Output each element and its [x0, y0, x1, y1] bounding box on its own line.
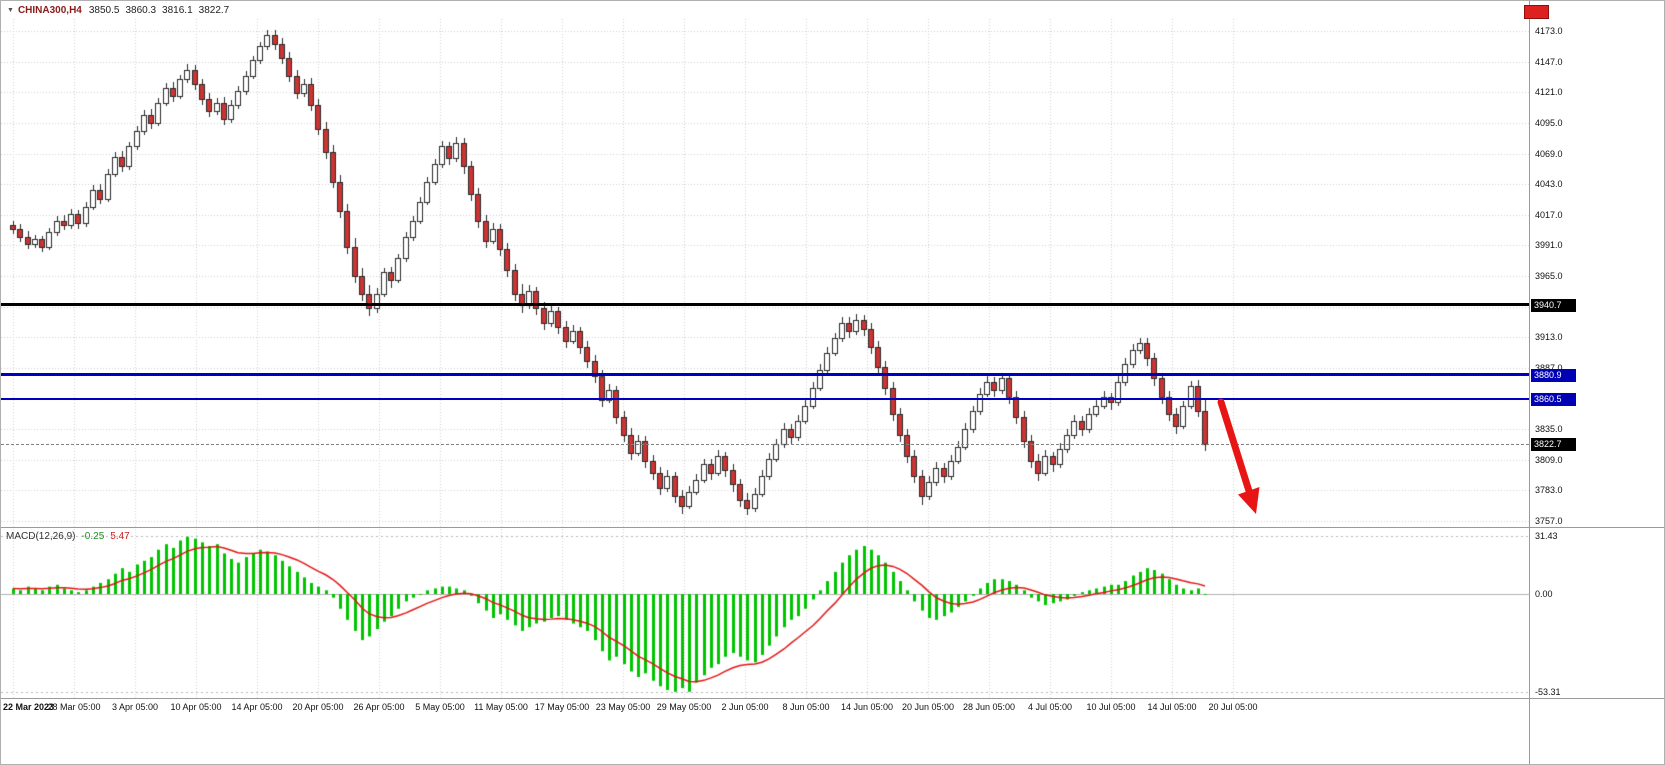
time-tick-label: 29 May 05:00	[656, 702, 712, 712]
time-tick-label: 5 May 05:00	[415, 702, 465, 712]
time-tick-label: 8 Jun 05:00	[782, 702, 830, 712]
high-value: 3860.3	[125, 5, 157, 16]
trend-arrow[interactable]	[1199, 394, 1269, 524]
top-right-red-marker	[1524, 5, 1549, 19]
macd-main-value: -0.25	[81, 531, 105, 542]
time-tick-label: 28 Jun 05:00	[962, 702, 1016, 712]
chevron-down-icon[interactable]: ▼	[7, 7, 14, 14]
macd-axis-min: -53.31	[1535, 687, 1561, 697]
horizontal-line-3940.7[interactable]	[1, 303, 1529, 306]
time-tick-label: 23 May 05:00	[595, 702, 651, 712]
trend-arrow-shaft	[1217, 398, 1253, 495]
price-tick-label: 4017.0	[1535, 210, 1563, 220]
price-tick-label: 3965.0	[1535, 271, 1563, 281]
time-tick-label: 28 Mar 05:00	[47, 702, 101, 712]
price-tick-label: 4173.0	[1535, 26, 1563, 36]
open-value: 3850.5	[88, 5, 120, 16]
time-tick-label: 22 Mar 2023	[3, 702, 55, 712]
price-axis-border	[1529, 1, 1530, 764]
low-value: 3816.1	[162, 5, 193, 16]
price-tick-label: 4095.0	[1535, 118, 1563, 128]
price-tick-label: 4043.0	[1535, 179, 1563, 189]
symbol-label: CHINA300,H4	[17, 5, 82, 16]
time-tick-label: 11 May 05:00	[474, 702, 528, 712]
price-axis[interactable]: 31.43 0.00 -53.31 4173.0 4147.0 4121.0 4095…	[1529, 1, 1664, 764]
price-badge: 3860.5	[1531, 393, 1576, 406]
price-tick-label: 3757.0	[1535, 516, 1563, 526]
time-tick-label: 26 Apr 05:00	[353, 702, 405, 712]
time-axis-border	[1, 698, 1664, 699]
price-tick-label: 3835.0	[1535, 424, 1563, 434]
price-tick-label: 4147.0	[1535, 57, 1563, 67]
pane-splitter[interactable]	[1, 527, 1664, 528]
price-badge: 3940.7	[1531, 299, 1576, 312]
time-tick-label: 14 Jun 05:00	[840, 702, 894, 712]
time-tick-label: 3 Apr 05:00	[111, 702, 159, 712]
price-tick-label: 3809.0	[1535, 455, 1563, 465]
price-badge: 3880.9	[1531, 369, 1576, 382]
macd-indicator-label: MACD(12,26,9) -0.25 5.47	[6, 531, 130, 542]
macd-name: MACD(12,26,9)	[6, 531, 76, 542]
time-tick-label: 14 Jul 05:00	[1147, 702, 1197, 712]
time-tick-label: 17 May 05:00	[534, 702, 590, 712]
time-tick-label: 4 Jul 05:00	[1027, 702, 1073, 712]
close-value: 3822.7	[198, 5, 230, 16]
symbol-ohlc-header: ▼ CHINA300,H4 3850.5 3860.3 3816.1 3822.7	[7, 5, 235, 16]
time-tick-label: 20 Jun 05:00	[901, 702, 955, 712]
macd-axis-max: 31.43	[1535, 531, 1558, 541]
macd-signal-value: 5.47	[110, 531, 130, 542]
time-tick-label: 20 Apr 05:00	[292, 702, 344, 712]
time-axis[interactable]: 22 Mar 2023 28 Mar 05:00 3 Apr 05:00 10 Apr…	[1, 698, 1664, 764]
time-tick-label: 14 Apr 05:00	[231, 702, 283, 712]
price-tick-label: 3991.0	[1535, 240, 1563, 250]
current-price-line	[1, 444, 1529, 445]
trend-arrow-head	[1238, 487, 1260, 514]
price-tick-label: 3913.0	[1535, 332, 1563, 342]
price-badge: 3822.7	[1531, 438, 1576, 451]
time-tick-label: 10 Apr 05:00	[170, 702, 222, 712]
time-tick-label: 20 Jul 05:00	[1208, 702, 1258, 712]
price-tick-label: 3887.0	[1535, 363, 1563, 373]
horizontal-line-3880.9[interactable]	[1, 373, 1529, 376]
time-tick-label: 2 Jun 05:00	[721, 702, 769, 712]
price-tick-label: 4121.0	[1535, 87, 1563, 97]
time-tick-label: 10 Jul 05:00	[1086, 702, 1136, 712]
macd-axis-zero: 0.00	[1535, 589, 1553, 599]
horizontal-line-3860.5[interactable]	[1, 398, 1529, 400]
price-tick-label: 4069.0	[1535, 149, 1563, 159]
price-tick-label: 3783.0	[1535, 485, 1563, 495]
